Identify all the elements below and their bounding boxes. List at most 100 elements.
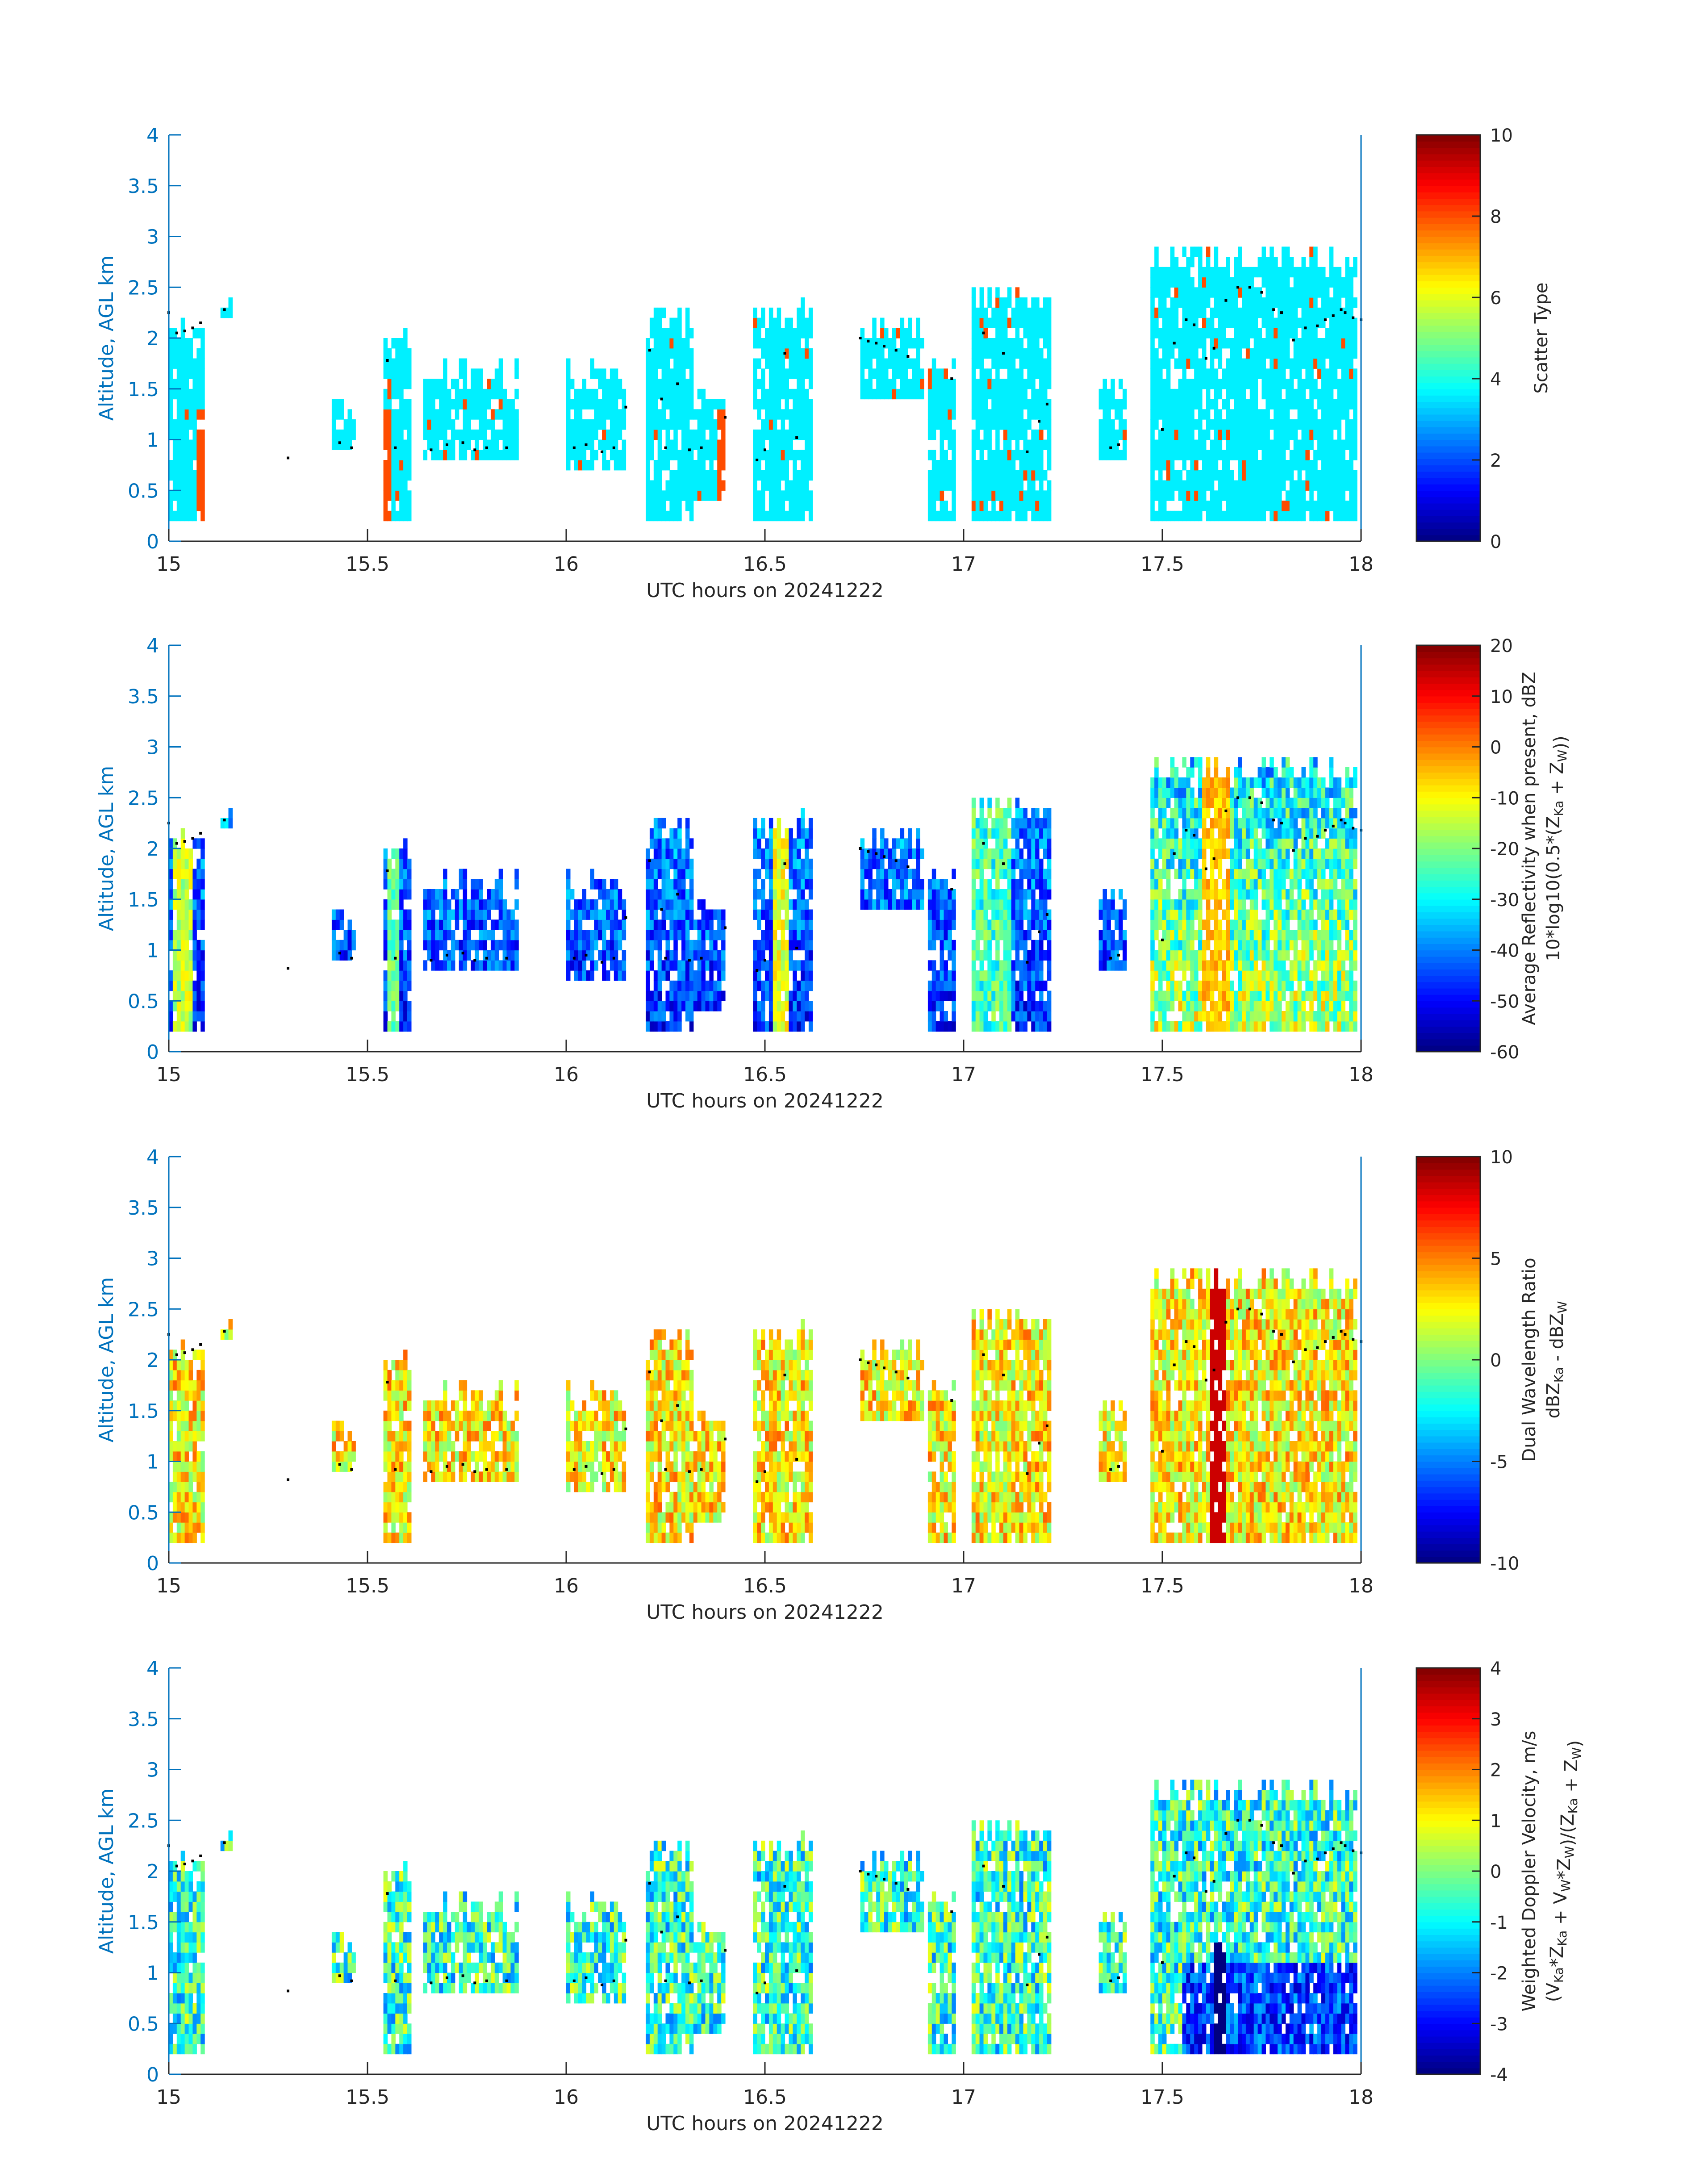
- heatmap-cell: [1019, 389, 1024, 400]
- heatmap-cell: [483, 389, 487, 400]
- heatmap-cell: [1257, 439, 1262, 450]
- heatmap-cell: [1329, 247, 1334, 257]
- heatmap-cell: [1321, 450, 1326, 460]
- heatmap-cell: [697, 1001, 702, 1011]
- heatmap-cell: [1011, 389, 1016, 400]
- heatmap-cell: [1182, 460, 1186, 471]
- heatmap-cell: [1274, 328, 1278, 338]
- heatmap-cell: [661, 368, 666, 379]
- heatmap-cell: [1162, 960, 1167, 971]
- heatmap-cell: [1039, 919, 1044, 930]
- heatmap-cell: [1282, 267, 1286, 278]
- colorbar-segment: [1416, 459, 1480, 466]
- heatmap-cell: [602, 368, 606, 379]
- heatmap-cell: [669, 480, 674, 491]
- heatmap-cell: [761, 848, 765, 859]
- y-tick-label: 4: [146, 124, 159, 147]
- heatmap-cell: [200, 869, 205, 879]
- heatmap-cell: [987, 950, 992, 961]
- heatmap-cell: [765, 460, 769, 471]
- heatmap-cell: [952, 960, 956, 971]
- heatmap-cell: [1043, 501, 1048, 511]
- heatmap-cell: [1154, 379, 1159, 389]
- heatmap-cell: [689, 869, 694, 879]
- heatmap-cell: [1035, 490, 1040, 501]
- colorbar-segment: [1416, 211, 1480, 218]
- heatmap-cell: [1317, 338, 1322, 349]
- heatmap-cell: [1182, 358, 1186, 369]
- heatmap-cell: [665, 480, 670, 491]
- heatmap-cell: [391, 389, 396, 400]
- heatmap-cell: [987, 287, 992, 298]
- heatmap-cell: [1023, 297, 1027, 308]
- heatmap-cell: [331, 940, 336, 951]
- heatmap-cell: [677, 480, 682, 491]
- heatmap-cell: [1158, 267, 1163, 278]
- heatmap-cell: [1253, 348, 1258, 359]
- heatmap-cell: [661, 358, 666, 369]
- heatmap-cell: [443, 919, 447, 930]
- heatmap-cell: [188, 1001, 193, 1011]
- heatmap-cell: [479, 909, 483, 920]
- heatmap-cell: [602, 930, 606, 940]
- heatmap-cell: [391, 379, 396, 389]
- heatmap-cell: [1043, 328, 1048, 338]
- heatmap-cell: [498, 358, 503, 369]
- heatmap-cell: [987, 470, 992, 481]
- heatmap-cell: [948, 399, 952, 409]
- heatmap-cell: [331, 950, 336, 961]
- heatmap-cell: [1170, 348, 1175, 359]
- heatmap-cell: [761, 950, 765, 961]
- heatmap-cell: [1027, 930, 1031, 940]
- heatmap-cell: [927, 940, 932, 951]
- heatmap-cell: [1218, 379, 1223, 389]
- heatmap-cell: [681, 869, 686, 879]
- heatmap-cell: [1011, 930, 1016, 940]
- heatmap-cell: [773, 348, 777, 359]
- heatmap-cell: [892, 858, 897, 869]
- heatmap-cell: [1150, 480, 1155, 491]
- heatmap-cell: [646, 1011, 650, 1022]
- heatmap-cell: [383, 490, 388, 501]
- heatmap-cell: [995, 940, 1000, 951]
- heatmap-cell: [927, 470, 932, 481]
- heatmap-cell: [602, 450, 606, 460]
- heatmap-cell: [1238, 510, 1242, 522]
- heatmap-cell: [351, 930, 356, 940]
- heatmap-cell: [1317, 389, 1322, 400]
- heatmap-cell: [717, 419, 722, 430]
- heatmap-cell: [514, 950, 519, 961]
- heatmap-cell: [1261, 389, 1266, 400]
- heatmap-cell: [1238, 257, 1242, 267]
- heatmap-cell: [701, 389, 706, 400]
- heatmap-cell: [395, 419, 400, 430]
- heatmap-cell: [1023, 899, 1027, 910]
- heatmap-cell: [916, 838, 920, 849]
- heatmap-cell: [797, 869, 801, 879]
- heatmap-cell: [1119, 409, 1123, 420]
- heatmap-cell: [459, 450, 464, 460]
- heatmap-cell: [1107, 899, 1111, 910]
- heatmap-cell: [1230, 307, 1234, 318]
- colorbar-segment: [1416, 331, 1480, 338]
- heatmap-cell: [801, 379, 805, 389]
- heatmap-cell: [912, 899, 916, 910]
- colorbar-segment: [1416, 363, 1480, 370]
- heatmap-cell: [940, 460, 944, 471]
- heatmap-cell: [1261, 480, 1266, 491]
- heatmap-cell: [717, 490, 722, 501]
- heatmap-cell: [1289, 429, 1294, 440]
- heatmap-cell: [685, 470, 690, 481]
- heatmap-cell: [793, 970, 797, 981]
- heatmap-cell: [1238, 348, 1242, 359]
- heatmap-cell: [916, 358, 920, 369]
- heatmap-cell: [709, 919, 714, 930]
- heatmap-cell: [935, 480, 940, 491]
- heatmap-cell: [606, 950, 610, 961]
- heatmap-cell: [184, 879, 189, 890]
- heatmap-cell: [1190, 399, 1194, 409]
- heatmap-cell: [339, 909, 344, 920]
- heatmap-cell: [681, 909, 686, 920]
- heatmap-cell: [1119, 909, 1123, 920]
- heatmap-cell: [1166, 429, 1171, 440]
